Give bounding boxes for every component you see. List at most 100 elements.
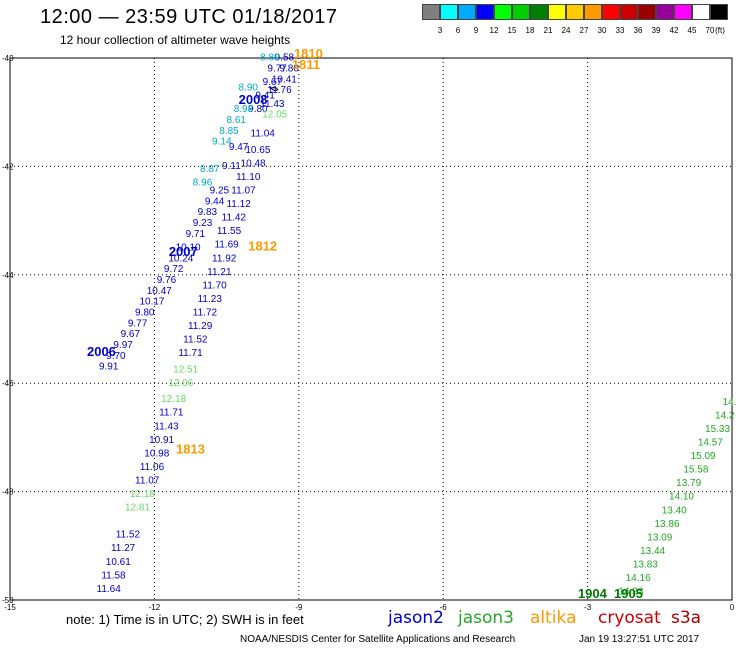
legend-item-jason3: jason3 bbox=[458, 608, 514, 628]
colorbar-swatch bbox=[656, 4, 674, 20]
colorbar-swatch bbox=[602, 4, 620, 20]
pass-number-label: 1904 bbox=[578, 586, 608, 601]
colorbar-label: 18 bbox=[525, 26, 535, 35]
colorbar-swatch bbox=[584, 4, 602, 20]
map-title: 12:00 — 23:59 UTC 01/18/2017 bbox=[40, 6, 338, 28]
island-outline bbox=[268, 87, 279, 92]
wave-height-label: 9.67 bbox=[121, 329, 141, 340]
wave-height-colorbar: 3 6 9 12 15 18 21 24 27 30 33 36 39 42 45 70 (ft) bbox=[420, 4, 730, 36]
colorbar-swatch bbox=[512, 4, 530, 20]
wave-height-label: 11.64 bbox=[97, 584, 122, 595]
wave-height-label: 12.05 bbox=[262, 110, 287, 121]
wave-height-label: 11.06 bbox=[140, 462, 165, 473]
wave-height-label: 15.33 bbox=[705, 424, 730, 435]
wave-height-label: 8.61 bbox=[226, 115, 246, 126]
wave-height-label: 8.89 bbox=[260, 53, 280, 64]
map-frame bbox=[9, 57, 733, 601]
colorbar-swatch bbox=[548, 4, 566, 20]
wave-height-label: 9.71 bbox=[186, 229, 206, 240]
wave-height-label: 8.96 bbox=[193, 177, 213, 188]
colorbar-swatch bbox=[422, 4, 440, 20]
colorbar-swatch bbox=[494, 4, 512, 20]
wave-height-label: 11.43 bbox=[260, 99, 285, 110]
wave-height-label: 12.18 bbox=[161, 394, 186, 405]
pass-number-label: 2008 bbox=[239, 92, 268, 107]
wave-height-label: 12.51 bbox=[173, 364, 198, 375]
pass-number-label: 2007 bbox=[169, 244, 198, 259]
colorbar-swatch bbox=[638, 4, 656, 20]
wave-height-label: 12.06 bbox=[168, 378, 193, 389]
pass-number-label: 1905 bbox=[614, 586, 643, 601]
lat-tick-label: -48 bbox=[2, 488, 14, 497]
wave-height-label: 12.18 bbox=[130, 489, 155, 500]
colorbar-label: 27 bbox=[579, 26, 589, 35]
lon-tick-label: -12 bbox=[149, 603, 161, 612]
pass-number-label: 1813 bbox=[176, 442, 205, 457]
pass-number-label: 1811 bbox=[292, 57, 320, 72]
wave-height-label: 10.98 bbox=[144, 448, 169, 459]
colorbar-label: 30 bbox=[597, 26, 607, 35]
wave-height-label: 11.29 bbox=[188, 321, 213, 332]
colorbar-label: 70 bbox=[705, 26, 715, 35]
colorbar-label: 39 bbox=[651, 26, 661, 35]
lat-tick-label: -50 bbox=[2, 596, 14, 605]
wave-height-label: 9.83 bbox=[198, 207, 218, 218]
wave-height-label: 11.71 bbox=[178, 348, 203, 359]
footer-note: note: 1) Time is in UTC; 2) SWH is in fe… bbox=[66, 612, 304, 627]
wave-height-label: 13.83 bbox=[633, 559, 658, 570]
wave-height-label: 14. bbox=[723, 397, 737, 408]
colorbar-swatch bbox=[440, 4, 458, 20]
wave-height-label: 11.07 bbox=[231, 186, 256, 197]
credit-text: NOAA/NESDIS Center for Satellite Applica… bbox=[240, 634, 516, 645]
wave-height-label: 11.12 bbox=[226, 199, 251, 210]
colorbar-label: 24 bbox=[561, 26, 571, 35]
wave-height-label: 11.70 bbox=[202, 280, 227, 291]
timestamp-text: Jan 19 13:27:51 UTC 2017 bbox=[579, 634, 700, 645]
wave-height-label: 9.77 bbox=[128, 318, 148, 329]
colorbar-swatch bbox=[476, 4, 494, 20]
lat-tick-label: -44 bbox=[2, 271, 14, 280]
colorbar-label: 3 bbox=[437, 26, 443, 35]
wave-height-label: 13.79 bbox=[676, 478, 701, 489]
colorbar-label: 15 bbox=[507, 26, 517, 35]
pass-number-label: 2006 bbox=[87, 344, 116, 359]
wave-height-label: 11.69 bbox=[214, 240, 239, 251]
wave-height-label: 14.16 bbox=[626, 573, 651, 584]
wave-height-label: 10.48 bbox=[241, 158, 266, 169]
colorbar-swatch bbox=[458, 4, 476, 20]
lat-tick-label: -46 bbox=[2, 379, 14, 388]
wave-height-label: 8.85 bbox=[219, 126, 239, 137]
lon-tick-label: -3 bbox=[584, 603, 592, 612]
wave-height-label: 10.41 bbox=[272, 74, 297, 85]
lon-tick-label: -6 bbox=[440, 603, 448, 612]
lon-tick-label: -9 bbox=[295, 603, 303, 612]
legend-item-jason2: jason2 bbox=[388, 608, 444, 628]
wave-height-label: 10.47 bbox=[147, 286, 172, 297]
colorbar-swatch bbox=[692, 4, 710, 20]
colorbar-label: 33 bbox=[615, 26, 625, 35]
wave-height-label: 9.72 bbox=[164, 264, 184, 275]
wave-height-label: 10.91 bbox=[149, 435, 174, 446]
wave-height-label: 11.92 bbox=[212, 253, 237, 264]
wave-height-label: 9.80 bbox=[279, 64, 299, 75]
wave-height-label: 15.09 bbox=[691, 451, 716, 462]
wave-height-label: 10.61 bbox=[106, 557, 131, 568]
wave-height-label: 10.65 bbox=[245, 145, 270, 156]
wave-height-label: 9.77 bbox=[267, 64, 287, 75]
wave-height-label: 11.10 bbox=[236, 172, 261, 183]
colorbar-swatch bbox=[620, 4, 638, 20]
wave-height-label: 13.40 bbox=[662, 505, 687, 516]
map-subtitle: 12 hour collection of altimeter wave hei… bbox=[60, 33, 291, 47]
legend-item-cryosat: cryosat bbox=[598, 608, 661, 628]
lat-tick-label: -40 bbox=[2, 54, 14, 63]
wave-height-label: 11.27 bbox=[111, 543, 136, 554]
wave-height-label: 9.14 bbox=[212, 137, 232, 148]
colorbar-swatch bbox=[674, 4, 692, 20]
colorbar-label: 21 bbox=[543, 26, 553, 35]
pass-number-label: 1812 bbox=[248, 238, 277, 253]
legend-item-s3a: s3a bbox=[671, 608, 702, 628]
wave-height-label: 8.90 bbox=[239, 83, 259, 94]
wave-height-label: 14.57 bbox=[698, 438, 723, 449]
wave-height-label: 10.10 bbox=[176, 242, 201, 253]
wave-height-label: 9.11 bbox=[222, 161, 241, 172]
